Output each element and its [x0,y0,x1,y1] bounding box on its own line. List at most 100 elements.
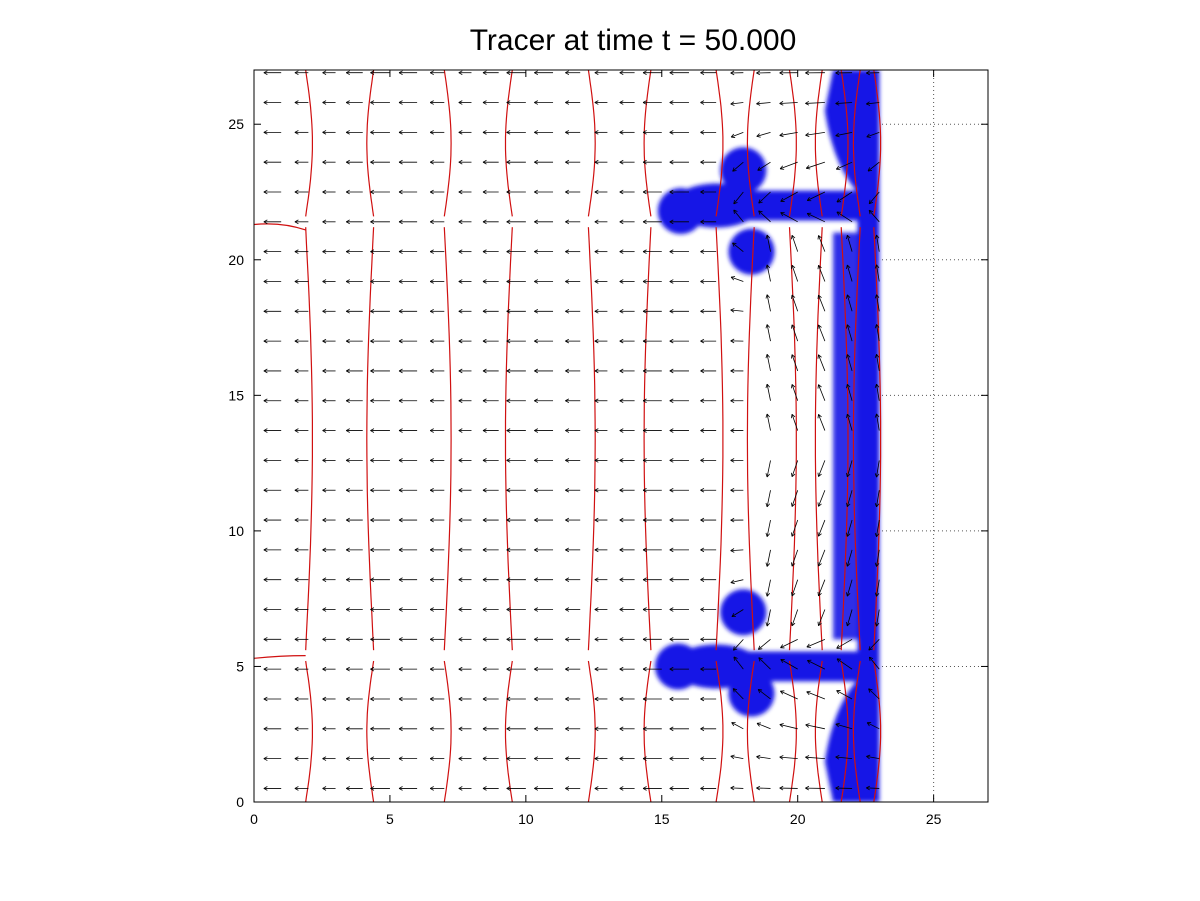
velocity-arrow [534,637,554,642]
velocity-arrow [534,487,554,493]
velocity-arrow [594,309,608,314]
velocity-arrow [534,696,554,702]
velocity-arrow [458,100,472,105]
velocity-arrow [756,101,771,106]
velocity-arrow [805,785,825,791]
velocity-arrow [817,235,826,252]
velocity-arrow [346,487,363,493]
velocity-arrow [294,100,309,105]
velocity-arrow [642,309,662,314]
velocity-arrow [398,130,418,135]
velocity-arrow [429,130,445,135]
velocity-arrow [642,607,662,612]
velocity-arrow [642,338,662,344]
velocity-arrow [817,384,826,401]
velocity-arrow [234,608,254,612]
velocity-arrow [482,309,499,314]
velocity-arrow [874,579,880,597]
velocity-arrow [322,130,336,135]
velocity-arrow [731,609,744,618]
velocity-arrow [817,579,826,597]
velocity-arrow [370,70,390,75]
velocity-arrow [506,696,526,702]
velocity-arrow [765,264,771,282]
velocity-arrow [534,458,554,463]
velocity-arrows [234,70,880,791]
velocity-arrow [506,487,526,493]
velocity-arrow [534,577,554,582]
velocity-arrow [458,756,472,761]
velocity-arrow [866,722,880,730]
velocity-arrow [263,458,282,463]
velocity-arrow [619,517,635,523]
velocity-arrow [779,785,798,791]
velocity-arrow [429,666,445,672]
velocity-arrow [534,189,554,195]
velocity-arrow [506,637,526,642]
velocity-arrow [482,368,499,374]
velocity-arrow [619,696,635,702]
velocity-arrow [868,209,880,223]
velocity-arrow [506,547,526,553]
velocity-arrow [700,607,717,612]
velocity-arrow [398,696,418,702]
velocity-arrow [429,428,445,433]
velocity-arrow [730,131,744,138]
velocity-arrow [429,637,445,642]
velocity-arrow [429,577,445,582]
velocity-arrow [669,130,689,135]
velocity-arrow [730,338,744,344]
velocity-arrow [835,161,853,170]
velocity-arrow [846,354,853,372]
velocity-arrow [565,577,581,582]
velocity-arrow [619,786,635,791]
velocity-arrow [458,70,472,75]
velocity-arrow [765,460,771,478]
velocity-arrow [642,219,662,225]
velocity-arrow [619,666,635,672]
velocity-arrow [482,130,499,135]
velocity-arrow [817,519,826,537]
velocity-arrow [458,428,472,433]
velocity-arrow [700,189,717,195]
velocity-arrow [835,785,853,791]
velocity-arrow [322,637,336,642]
velocity-arrow [594,756,608,761]
velocity-arrow [506,577,526,582]
velocity-arrow [619,756,635,761]
velocity-arrow [346,547,363,553]
velocity-arrow [482,607,499,612]
velocity-arrow [806,191,826,202]
axes-box [253,69,989,803]
velocity-arrow [866,785,880,791]
velocity-arrow [780,191,798,202]
velocity-arrow [234,429,254,433]
velocity-arrow [398,219,418,225]
velocity-arrow [534,547,554,553]
velocity-arrow [398,428,418,433]
velocity-arrow [619,577,635,582]
velocity-arrow [429,249,445,254]
velocity-arrow [534,517,554,523]
velocity-arrow [700,726,717,732]
velocity-arrow [370,428,390,433]
velocity-arrow [294,487,309,493]
velocity-arrow [322,100,336,105]
contour-lines [254,70,882,802]
velocity-arrow [370,547,390,553]
velocity-arrow [322,428,336,433]
y-axis: 0 5 10 15 20 25 [228,116,988,810]
velocity-arrow [482,279,499,284]
velocity-arrow [263,607,282,612]
velocity-arrow [346,309,363,314]
velocity-arrow [322,696,336,702]
velocity-arrow [669,666,689,672]
velocity-arrow [346,338,363,344]
velocity-arrow [263,219,282,225]
velocity-arrow [806,212,826,223]
velocity-arrow [322,338,336,344]
velocity-arrow [594,219,608,225]
velocity-arrow [594,786,608,791]
velocity-arrow [506,607,526,612]
velocity-arrow [565,547,581,553]
